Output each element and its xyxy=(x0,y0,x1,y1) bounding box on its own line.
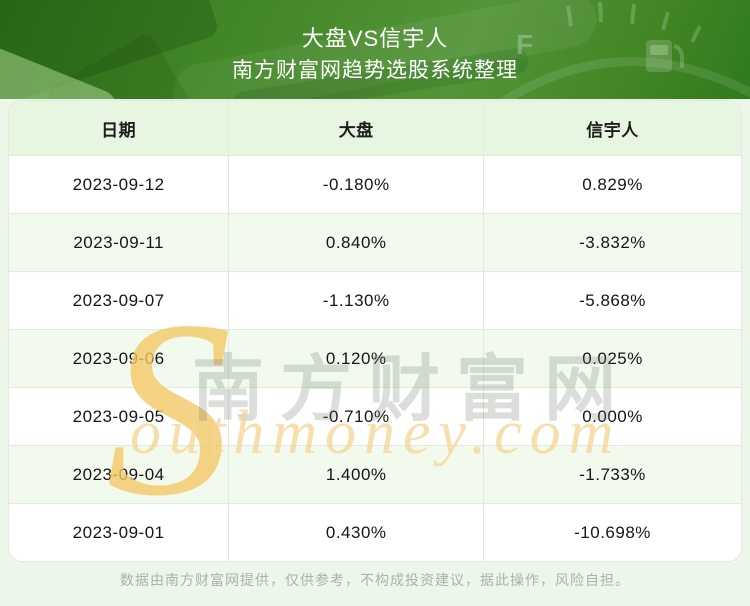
stock-change-cell: -1.733% xyxy=(579,464,646,484)
page-title: 大盘VS信宇人 xyxy=(301,26,449,51)
column-header-market: 大盘 xyxy=(229,101,485,155)
table-row: 2023-09-07 -1.130% -5.868% xyxy=(9,271,741,329)
market-change-cell: 1.400% xyxy=(229,446,485,503)
disclaimer-text: 数据由南方财富网提供，仅供参考，不构成投资建议，据此操作，风险自担。 xyxy=(120,572,630,588)
date-cell: 2023-09-11 xyxy=(9,214,230,271)
column-header-stock: 信宇人 xyxy=(586,120,639,140)
market-change-cell: 0.430% xyxy=(229,504,485,561)
comparison-table: 日期 大盘 信宇人 2023-09-12 -0.180% 0.829% 2023… xyxy=(8,100,742,562)
market-change-cell: -0.710% xyxy=(229,388,485,445)
date-cell: 2023-09-05 xyxy=(9,388,230,445)
table-row: 2023-09-01 0.430% -10.698% xyxy=(9,503,741,561)
stock-change-cell: -5.868% xyxy=(579,290,646,310)
date-cell: 2023-09-07 xyxy=(9,272,230,329)
column-header-date: 日期 xyxy=(9,101,230,155)
market-change-cell: -1.130% xyxy=(229,272,485,329)
stock-change-cell: 0.025% xyxy=(582,348,643,368)
table-row: 2023-09-12 -0.180% 0.829% xyxy=(9,155,741,213)
table-header-row: 日期 大盘 信宇人 xyxy=(9,101,741,155)
stock-change-cell: -3.832% xyxy=(579,232,646,252)
table-row: 2023-09-06 0.120% 0.025% xyxy=(9,329,741,387)
fuel-gauge-icon: F xyxy=(499,1,750,99)
market-change-cell: 0.120% xyxy=(229,330,485,387)
market-change-cell: 0.840% xyxy=(229,214,485,271)
market-change-cell: -0.180% xyxy=(229,156,485,213)
page-subtitle: 南方财富网趋势选股系统整理 xyxy=(232,59,518,82)
stock-change-cell: -10.698% xyxy=(574,522,651,542)
date-cell: 2023-09-06 xyxy=(9,330,230,387)
hero-banner: F 大盘VS信宇人 南方财富网趋势选股系统整理 xyxy=(0,0,750,99)
stock-change-cell: 0.829% xyxy=(582,174,643,194)
fuel-pump-glyph xyxy=(646,40,684,72)
gauge-f-label: F xyxy=(516,29,533,60)
table-row: 2023-09-04 1.400% -1.733% xyxy=(9,445,741,503)
date-cell: 2023-09-12 xyxy=(9,156,230,213)
stock-change-cell: 0.000% xyxy=(582,406,643,426)
date-cell: 2023-09-04 xyxy=(9,446,230,503)
table-row: 2023-09-11 0.840% -3.832% xyxy=(9,213,741,271)
table-row: 2023-09-05 -0.710% 0.000% xyxy=(9,387,741,445)
date-cell: 2023-09-01 xyxy=(9,504,230,561)
